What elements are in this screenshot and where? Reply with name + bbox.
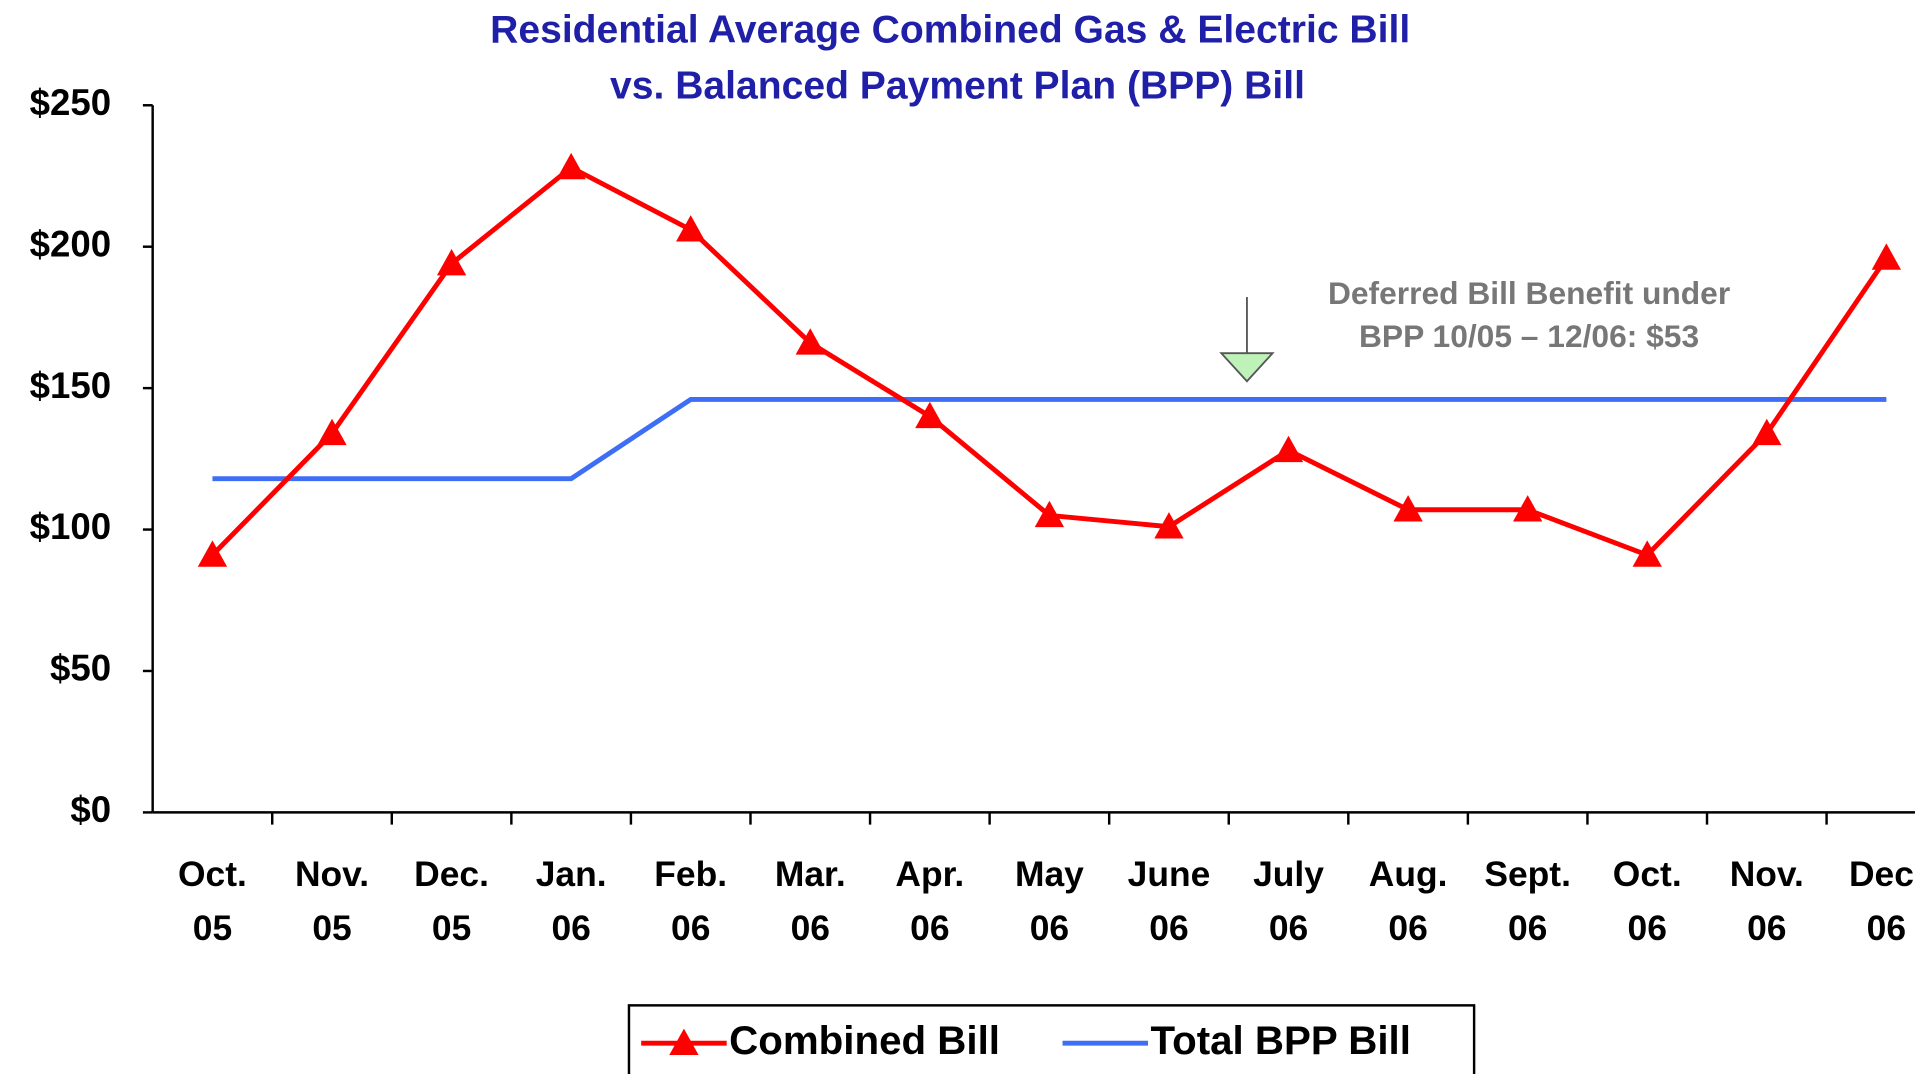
x-tick-label: May 06 xyxy=(1015,854,1084,948)
legend-box xyxy=(627,1004,1476,1074)
x-tick-label: Oct. 06 xyxy=(1613,854,1682,948)
y-tick-label: $200 xyxy=(30,223,111,264)
annotation: BPP 10/05 – 12/06: $53 xyxy=(1359,318,1699,354)
legend-label: Combined Bill xyxy=(729,1018,1000,1063)
chart-title: Residential Average Combined Gas & Elect… xyxy=(490,8,1410,51)
x-tick-label: Aug. 06 xyxy=(1369,854,1448,948)
x-tick-label: Jan. 06 xyxy=(536,854,607,948)
point-marker xyxy=(1154,512,1184,539)
point-marker xyxy=(1513,495,1543,522)
x-tick-label: Nov. 06 xyxy=(1730,854,1804,948)
point-marker xyxy=(795,328,825,355)
point-marker xyxy=(197,540,228,567)
y-tick-label: $50 xyxy=(50,648,111,689)
point-marker xyxy=(556,152,586,180)
point-marker xyxy=(317,418,347,446)
x-tick-label: June 06 xyxy=(1128,854,1211,948)
chart-title: vs. Balanced Payment Plan (BPP) Bill xyxy=(610,65,1305,108)
x-tick-label: Nov. 05 xyxy=(295,854,369,948)
point-marker xyxy=(1632,540,1662,567)
x-tick-label: Sept. 06 xyxy=(1484,854,1571,948)
point-marker xyxy=(1393,495,1423,522)
point-marker xyxy=(915,401,945,429)
annotation-arrowhead xyxy=(1219,352,1275,383)
series-line xyxy=(212,396,1887,482)
x-tick-label: Dec.06 xyxy=(1849,854,1915,948)
x-tick-label: Feb. 06 xyxy=(654,854,727,948)
x-tick-label: Oct. 05 xyxy=(178,854,247,948)
annotation: Deferred Bill Benefit under xyxy=(1328,275,1730,311)
point-marker xyxy=(436,249,467,276)
series-line xyxy=(210,164,1889,558)
x-tick-label: Mar. 06 xyxy=(775,854,846,948)
legend-marker xyxy=(669,1028,699,1055)
y-tick-label: $0 xyxy=(70,789,111,830)
point-marker xyxy=(1273,435,1304,463)
point-marker xyxy=(1871,243,1902,270)
x-tick-label: Apr. 06 xyxy=(895,854,964,948)
legend-label: Total BPP Bill xyxy=(1150,1018,1410,1063)
x-tick-label: Dec. 05 xyxy=(414,854,489,948)
y-tick-label: $250 xyxy=(30,82,111,123)
point-marker xyxy=(676,215,706,242)
point-marker xyxy=(1034,500,1065,528)
y-tick-label: $150 xyxy=(30,365,111,406)
y-tick-label: $100 xyxy=(30,506,111,547)
x-tick-label: July 06 xyxy=(1253,854,1324,948)
point-marker xyxy=(1752,418,1782,446)
